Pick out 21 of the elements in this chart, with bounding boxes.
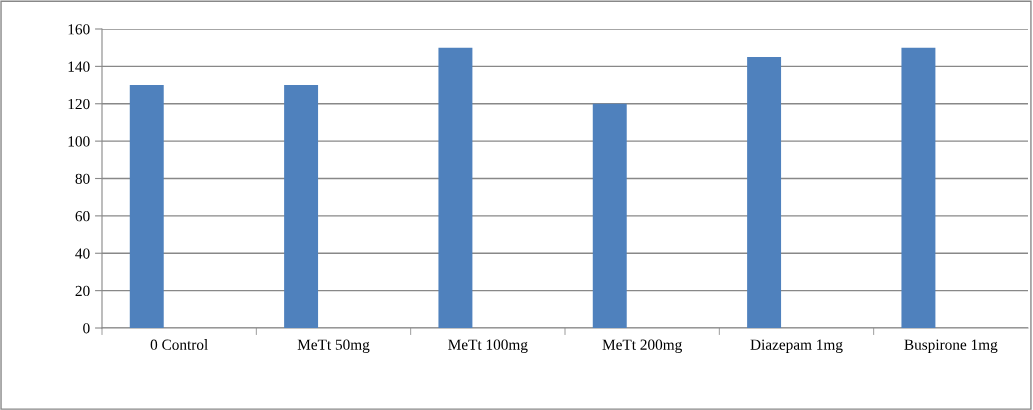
x-tick-label: MeTt 50mg: [297, 339, 370, 353]
y-tick-label: 0: [83, 323, 90, 334]
bar: [901, 47, 936, 328]
x-tick-label: MeTt 100mg: [448, 339, 528, 353]
y-tick-label: 40: [75, 248, 90, 259]
x-tick-label: MeTt 200mg: [602, 339, 682, 353]
y-tick-label: 140: [68, 61, 90, 72]
bar: [592, 103, 627, 328]
x-tick-label: Diazepam 1mg: [750, 339, 843, 353]
y-tick-label: 80: [75, 173, 90, 184]
bar: [747, 57, 782, 328]
y-tick-label: 60: [75, 211, 90, 222]
bar: [438, 47, 473, 328]
x-tick-label: Buspirone 1mg: [904, 339, 998, 353]
y-tick-label: 20: [75, 285, 90, 297]
x-tick-label: 0 Control: [150, 339, 208, 350]
bar: [129, 85, 164, 328]
bar: [284, 85, 319, 328]
y-tick-label: 100: [68, 136, 90, 147]
y-tick-label: 160: [68, 24, 90, 35]
y-tick-label: 120: [68, 98, 90, 110]
